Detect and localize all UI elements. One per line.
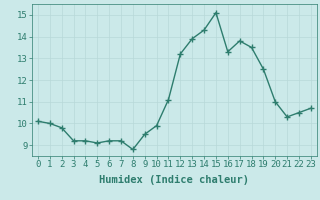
- X-axis label: Humidex (Indice chaleur): Humidex (Indice chaleur): [100, 175, 249, 185]
